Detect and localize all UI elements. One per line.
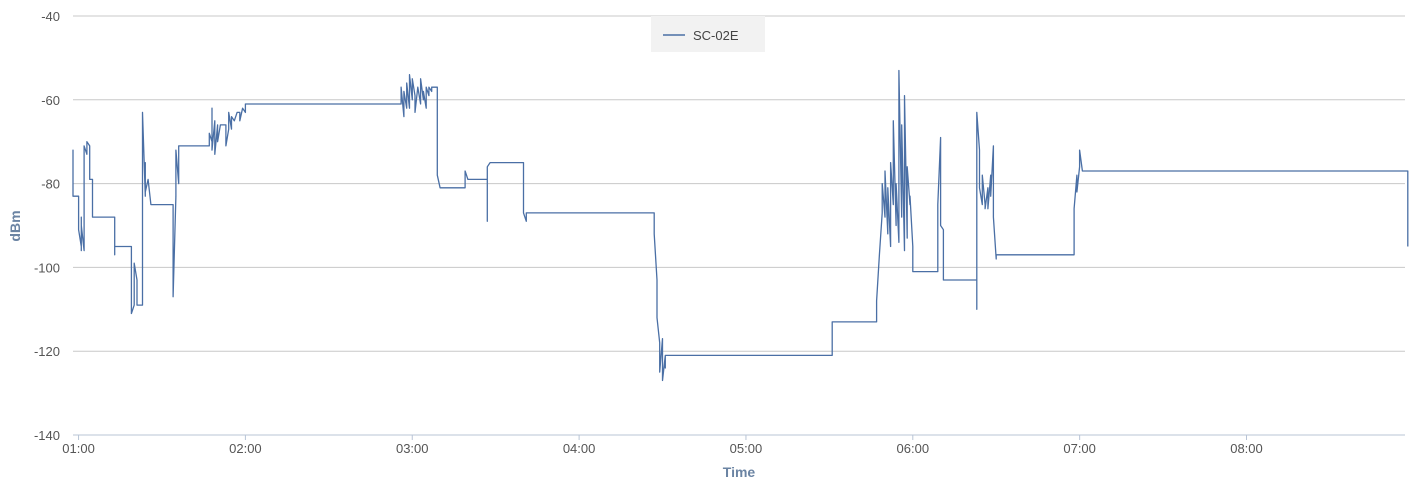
series-line-sc-02e	[73, 71, 1408, 381]
x-axis-title: Time	[723, 464, 756, 480]
x-tick-label: 06:00	[897, 441, 930, 456]
x-tick-label: 02:00	[229, 441, 262, 456]
gridlines	[73, 16, 1405, 351]
legend[interactable]: SC-02E	[651, 16, 765, 52]
y-tick-label: -60	[41, 93, 60, 108]
x-tick-label: 07:00	[1063, 441, 1096, 456]
y-tick-label: -140	[34, 428, 60, 443]
y-tick-label: -40	[41, 9, 60, 24]
y-tick-label: -120	[34, 344, 60, 359]
legend-label-sc-02e: SC-02E	[693, 28, 739, 43]
x-tick-label: 04:00	[563, 441, 596, 456]
y-axis-title: dBm	[7, 210, 23, 241]
x-tick-label: 03:00	[396, 441, 429, 456]
x-tick-label: 08:00	[1230, 441, 1263, 456]
x-tick-label: 05:00	[730, 441, 763, 456]
y-tick-label: -100	[34, 260, 60, 275]
plot-area	[73, 71, 1408, 381]
x-axis-tick-labels: 01:00 02:00 03:00 04:00 05:00 06:00 07:00 08:00	[62, 441, 1262, 456]
axes	[73, 435, 1405, 440]
y-tick-label: -80	[41, 177, 60, 192]
x-tick-label: 01:00	[62, 441, 95, 456]
y-axis-tick-labels: -40 -60 -80 -100 -120 -140	[34, 9, 60, 443]
